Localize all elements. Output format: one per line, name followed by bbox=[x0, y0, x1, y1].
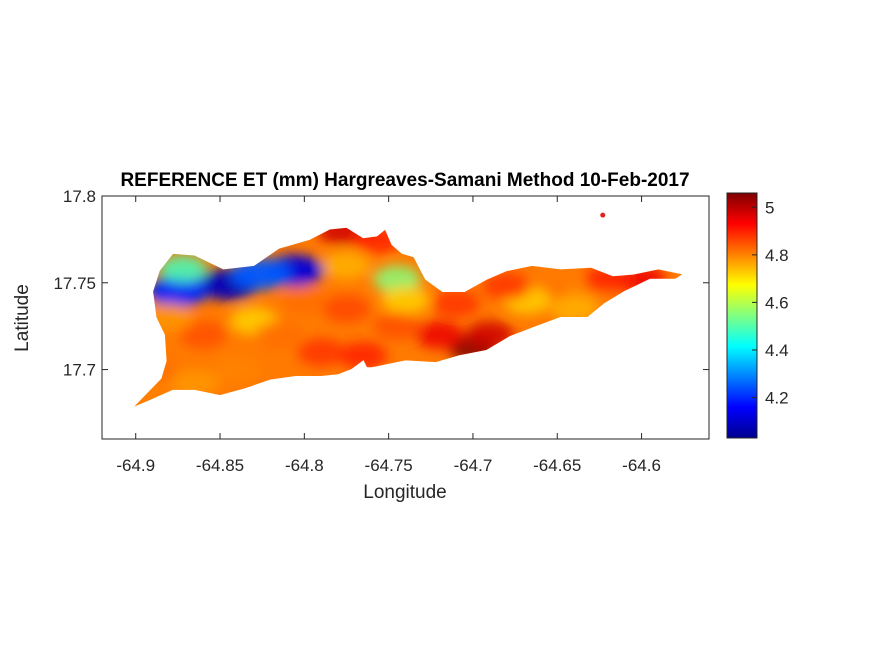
colorbar: 4.2 4.4 4.6 4.8 5 bbox=[726, 192, 789, 439]
field-anchor-23 bbox=[280, 286, 329, 315]
field-anchor-17 bbox=[179, 320, 228, 349]
x-tick-label: -64.8 bbox=[285, 456, 324, 475]
field-anchor-29 bbox=[432, 289, 481, 318]
field-anchor-25 bbox=[373, 312, 422, 341]
colorbar-tick-label: 4.2 bbox=[765, 389, 789, 408]
x-tick-label: -64.6 bbox=[622, 456, 661, 475]
colorbar-tick-label: 4.4 bbox=[765, 341, 789, 360]
x-tick-label: -64.7 bbox=[454, 456, 493, 475]
field-anchor-6 bbox=[381, 286, 430, 315]
colorbar-tick-label: 4.8 bbox=[765, 246, 789, 265]
field-anchor-4 bbox=[158, 254, 207, 283]
field-anchor-21 bbox=[297, 338, 346, 367]
colorbar-tick-label: 4.6 bbox=[765, 293, 789, 312]
islet-marker bbox=[600, 212, 606, 218]
field-anchor-7 bbox=[322, 251, 371, 280]
x-tick-label: -64.85 bbox=[196, 456, 244, 475]
x-axis-ticks: -64.9 -64.85 -64.8 -64.75 -64.7 -64.65 -64.6 bbox=[116, 196, 661, 475]
field-anchor-33 bbox=[255, 320, 304, 349]
colorbar-ticks: 4.2 4.4 4.6 4.8 5 bbox=[752, 198, 789, 408]
island-outline bbox=[132, 226, 686, 409]
field-anchor-10 bbox=[415, 320, 464, 349]
y-tick-label: 17.8 bbox=[63, 187, 96, 206]
field-anchor-22 bbox=[339, 341, 388, 370]
axes-box bbox=[101, 195, 710, 440]
field-anchor-26 bbox=[212, 355, 261, 384]
colorbar-tick-label: 5 bbox=[765, 198, 774, 217]
x-tick-label: -64.65 bbox=[533, 456, 581, 475]
x-axis-label: Longitude bbox=[363, 482, 446, 503]
colorbar-gradient bbox=[726, 192, 758, 439]
y-tick-label: 17.7 bbox=[63, 361, 96, 380]
plot-area bbox=[101, 195, 710, 440]
field-anchor-2 bbox=[147, 275, 208, 308]
x-tick-label: -64.9 bbox=[116, 456, 155, 475]
chart-title: REFERENCE ET (mm) Hargreaves-Samani Meth… bbox=[120, 170, 689, 191]
y-axis-ticks: 17.7 17.75 17.8 bbox=[53, 187, 709, 380]
field-anchor-28 bbox=[482, 272, 531, 301]
field-anchor-31 bbox=[550, 294, 599, 323]
x-tick-label: -64.75 bbox=[365, 456, 413, 475]
field-anchor-24 bbox=[322, 294, 371, 323]
y-axis-label: Latitude bbox=[12, 284, 33, 352]
y-tick-label: 17.75 bbox=[53, 274, 96, 293]
